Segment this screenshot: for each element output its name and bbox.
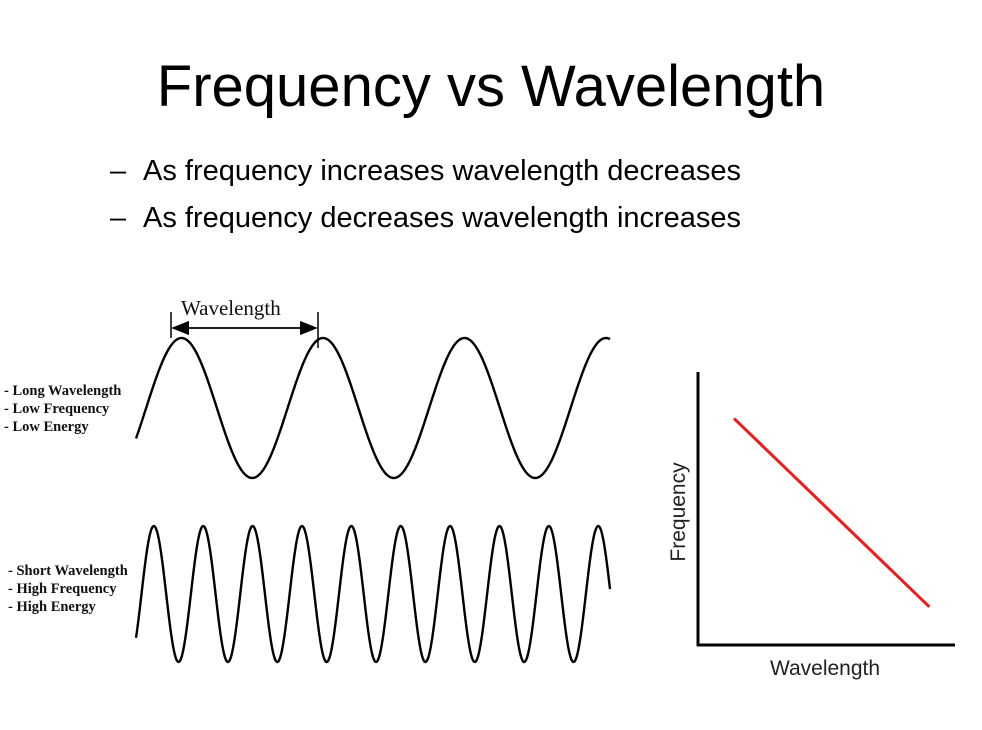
x-axis-label: Wavelength	[770, 657, 880, 680]
bullet-list: – As frequency increases wavelength decre…	[110, 148, 741, 242]
short-wave	[134, 524, 612, 664]
bullet-text: As frequency increases wavelength decrea…	[143, 155, 742, 187]
frequency-wavelength-chart: Wavelength Frequency	[650, 360, 970, 690]
wave-diagram-svg: Wavelength - Long Wavelength - Low Frequ…	[4, 296, 612, 664]
bullet-dash: –	[110, 155, 127, 187]
wave-diagram: Wavelength - Long Wavelength - Low Frequ…	[0, 280, 640, 680]
wavelength-marker-label: Wavelength	[181, 296, 281, 320]
long-wave	[134, 336, 611, 480]
short-wave-label: - Short Wavelength	[8, 563, 128, 579]
relationship-line	[732, 417, 931, 608]
bullet-item: – As frequency decreases wavelength incre…	[110, 195, 741, 242]
y-axis-label: Frequency	[667, 462, 690, 562]
slide-title: Frequency vs Wavelength	[156, 54, 826, 119]
long-wave-label: - Long Wavelength	[4, 383, 121, 399]
long-wave-label: - Low Frequency	[4, 401, 110, 417]
short-wave-label: - High Energy	[8, 599, 97, 615]
bullet-text: As frequency decreases wavelength increa…	[143, 202, 742, 234]
chart-svg: Wavelength Frequency	[667, 372, 955, 680]
bullet-dash: –	[110, 202, 127, 234]
bullet-item: – As frequency increases wavelength decre…	[110, 148, 741, 195]
short-wave-label: - High Frequency	[8, 581, 117, 597]
long-wave-label: - Low Energy	[4, 419, 89, 435]
